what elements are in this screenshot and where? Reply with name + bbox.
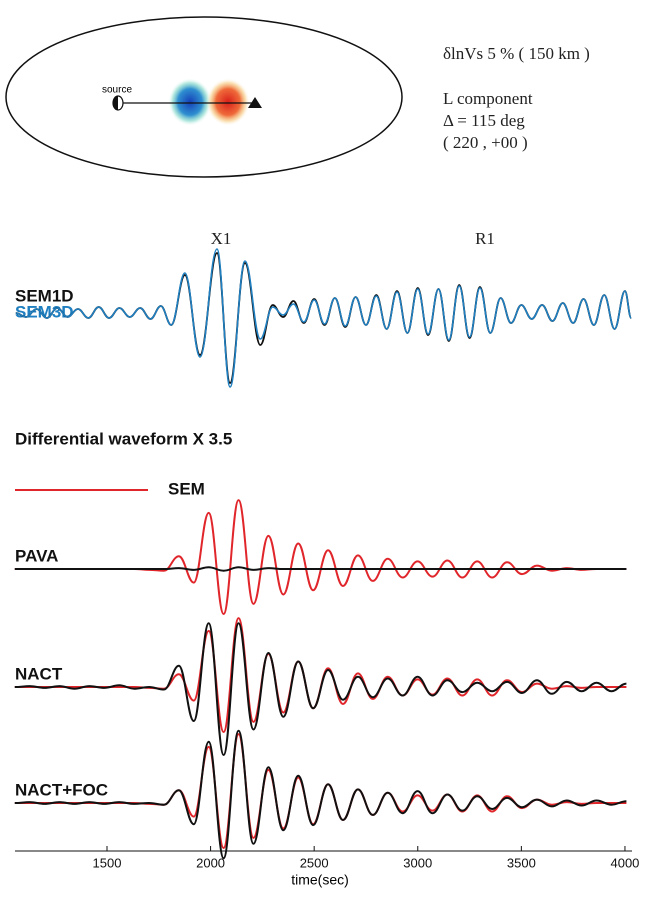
panel-label: NACT+FOC xyxy=(15,780,108,799)
series-label: SEM3D xyxy=(15,302,74,321)
waveform xyxy=(15,248,632,388)
series-label: SEM1D xyxy=(15,286,74,305)
component-label: L component xyxy=(443,89,533,108)
phase-label: R1 xyxy=(475,229,495,248)
panel-label: NACT xyxy=(15,664,63,683)
x-tick-label: 2000 xyxy=(196,855,225,870)
waveform xyxy=(14,566,627,572)
waveform xyxy=(14,499,627,616)
waveform xyxy=(14,617,627,734)
phase-label: X1 xyxy=(211,229,232,248)
x-tick-label: 2500 xyxy=(300,855,329,870)
x-axis-label: time(sec) xyxy=(291,872,349,888)
x-tick-label: 1500 xyxy=(93,855,122,870)
station xyxy=(248,97,262,108)
panel-label: PAVA xyxy=(15,546,58,565)
panel-title: Differential waveform X 3.5 xyxy=(15,429,232,448)
x-tick-label: 3000 xyxy=(403,855,432,870)
legend-label: SEM xyxy=(168,479,205,498)
red-anomaly xyxy=(206,78,250,126)
x-tick-label: 4000 xyxy=(610,855,639,870)
waveform xyxy=(14,729,627,860)
waveform xyxy=(14,622,627,757)
distance-label: Δ = 115 deg xyxy=(443,111,525,130)
map: source xyxy=(5,16,403,178)
x-tick-label: 3500 xyxy=(507,855,536,870)
blue-anomaly xyxy=(168,78,212,126)
model-label: δlnVs 5 % ( 150 km ) xyxy=(443,44,590,63)
location-label: ( 220 , +00 ) xyxy=(443,133,528,152)
source-label: source xyxy=(102,85,132,96)
source-mechanism-half xyxy=(113,96,118,110)
